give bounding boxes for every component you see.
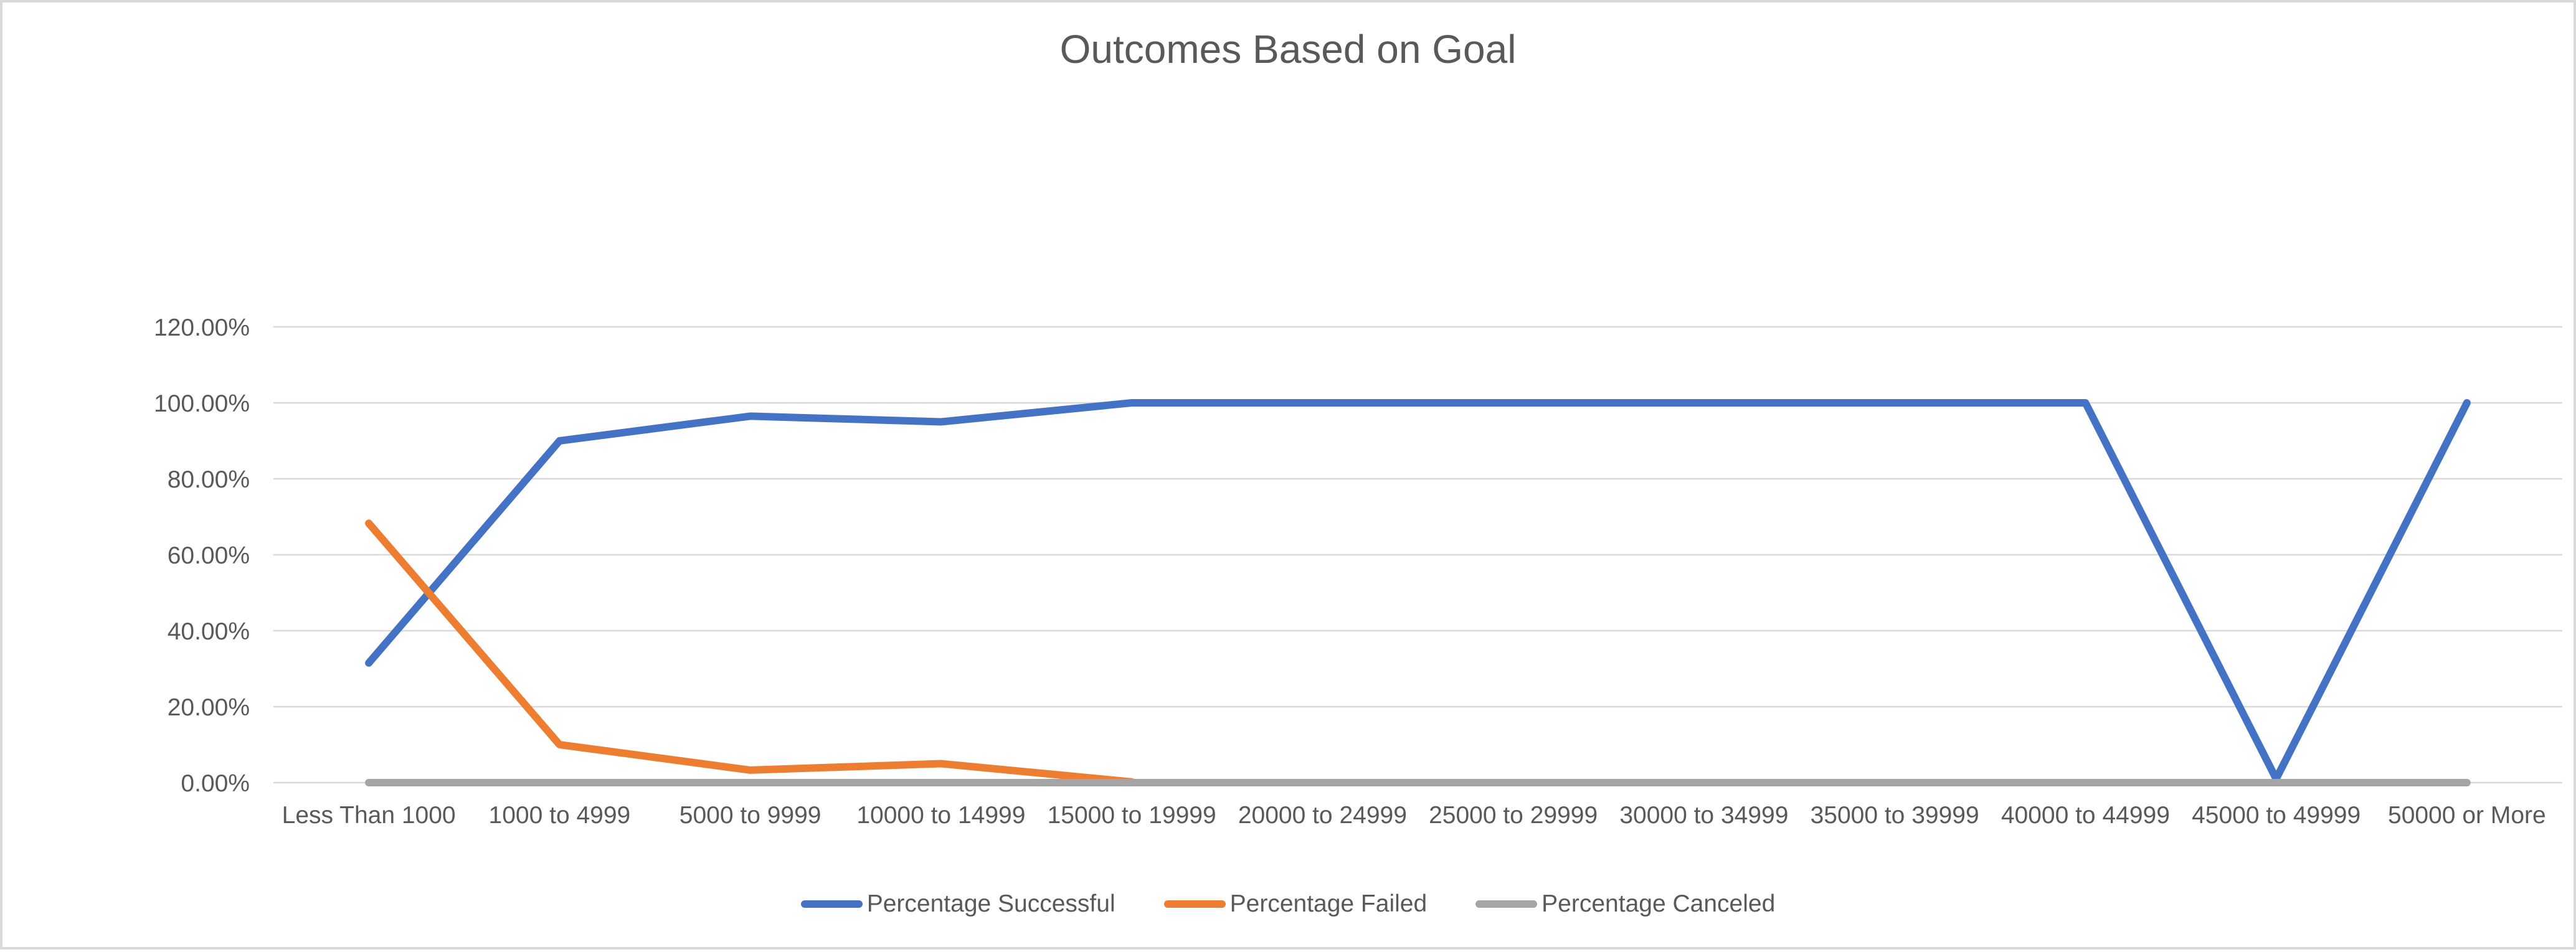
legend-item: Percentage Failed (1163, 890, 1428, 917)
x-axis-label: 40000 to 44999 (2001, 802, 2170, 829)
x-axis-label: 35000 to 39999 (1811, 802, 1979, 829)
y-axis-tick-label: 60.00% (168, 542, 250, 569)
x-axis-label: 1000 to 4999 (489, 802, 631, 829)
y-axis-tick-label: 120.00% (154, 314, 250, 341)
series-line (365, 519, 1136, 786)
chart-title: Outcomes Based on Goal (1059, 27, 1517, 72)
x-axis-label: Less Than 1000 (282, 802, 456, 829)
y-axis-tick-label: 40.00% (168, 618, 250, 645)
legend-item: Percentage Canceled (1475, 892, 1775, 916)
x-axis-label: 45000 to 49999 (2192, 802, 2361, 829)
y-axis-tick-label: 0.00% (181, 770, 250, 797)
legend-label: Percentage Failed (1229, 890, 1428, 917)
y-axis-tick-label: 80.00% (168, 466, 250, 493)
x-axis-label: 5000 to 9999 (680, 802, 822, 829)
legend-marker (800, 900, 863, 908)
x-axis-label: 15000 to 19999 (1048, 802, 1216, 829)
y-axis-tick-label: 20.00% (168, 694, 250, 721)
x-axis-label: 25000 to 29999 (1429, 802, 1598, 829)
series-line (365, 399, 2471, 783)
y-axis-tick-label: 100.00% (154, 390, 250, 417)
chart-legend: Percentage Successful Percentage Failed Pe… (2, 892, 2574, 916)
x-axis-label: 30000 to 34999 (1619, 802, 1788, 829)
legend-marker (1163, 900, 1226, 908)
legend-item: Percentage Successful (800, 890, 1115, 917)
legend-label: Percentage Successful (866, 890, 1115, 917)
legend-label: Percentage Canceled (1541, 890, 1776, 917)
x-axis-label: 20000 to 24999 (1238, 802, 1407, 829)
x-axis-label: 50000 or More (2388, 802, 2546, 829)
x-axis-label: 10000 to 14999 (856, 802, 1025, 829)
legend-marker (1475, 900, 1538, 908)
